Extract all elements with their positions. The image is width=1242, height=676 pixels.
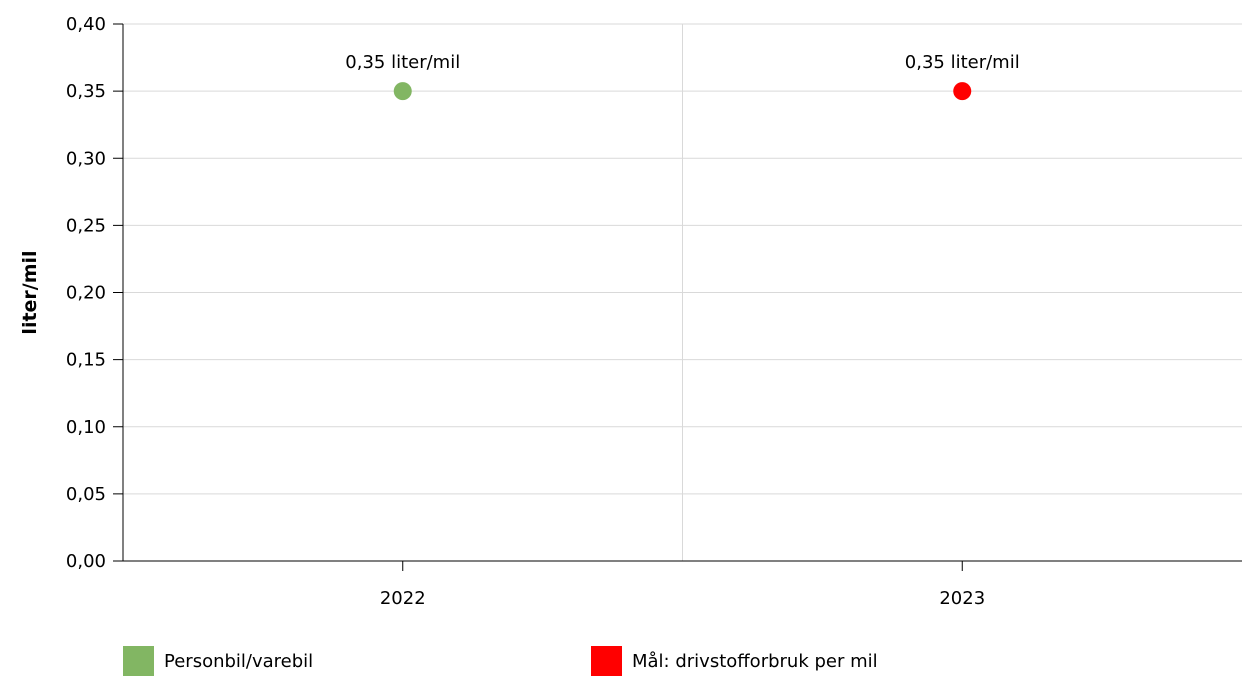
legend-swatch-personbil: [123, 646, 154, 676]
y-tick-label: 0,10: [66, 417, 106, 438]
y-tick-label: 0,05: [66, 484, 106, 505]
grid-lines: [123, 23, 1242, 561]
legend: Personbil/varebil Mål: drivstofforbruk p…: [0, 646, 1242, 676]
legend-label-personbil: Personbil/varebil: [164, 650, 314, 672]
x-tick-label: 2022: [380, 588, 426, 609]
y-tick-label: 0,15: [66, 350, 106, 371]
legend-item-personbil[interactable]: Personbil/varebil: [123, 646, 313, 676]
legend-item-mal[interactable]: Mål: drivstofforbruk per mil: [591, 646, 878, 676]
data-point-series-0[interactable]: [393, 82, 412, 101]
x-tick-label: 2023: [939, 588, 985, 609]
y-tick-label: 0,35: [66, 81, 106, 102]
data-label-series-1: 0,35 liter/mil: [905, 52, 1020, 73]
y-tick-label: 0,40: [66, 14, 106, 35]
chart-canvas: 0,00 0,05 0,10 0,15 0,20 0,25 0,30 0,35 0,40 202…: [19, 14, 1242, 609]
y-tick-label: 0,20: [66, 283, 106, 304]
x-axis-ticks: 2022 2023: [380, 561, 985, 609]
legend-swatch-mal: [591, 646, 622, 676]
y-tick-label: 0,30: [66, 148, 106, 169]
y-tick-label: 0,00: [66, 551, 106, 572]
data-label-series-0: 0,35 liter/mil: [345, 52, 460, 73]
data-point-series-1[interactable]: [953, 82, 972, 101]
legend-label-mal: Mål: drivstofforbruk per mil: [632, 650, 878, 672]
data-points: 0,35 liter/mil 0,35 liter/mil: [345, 52, 1020, 101]
y-tick-label: 0,25: [66, 215, 106, 236]
y-axis-ticks: 0,00 0,05 0,10 0,15 0,20 0,25 0,30 0,35 0,40: [66, 14, 123, 572]
y-axis-title: liter/mil: [19, 250, 41, 334]
